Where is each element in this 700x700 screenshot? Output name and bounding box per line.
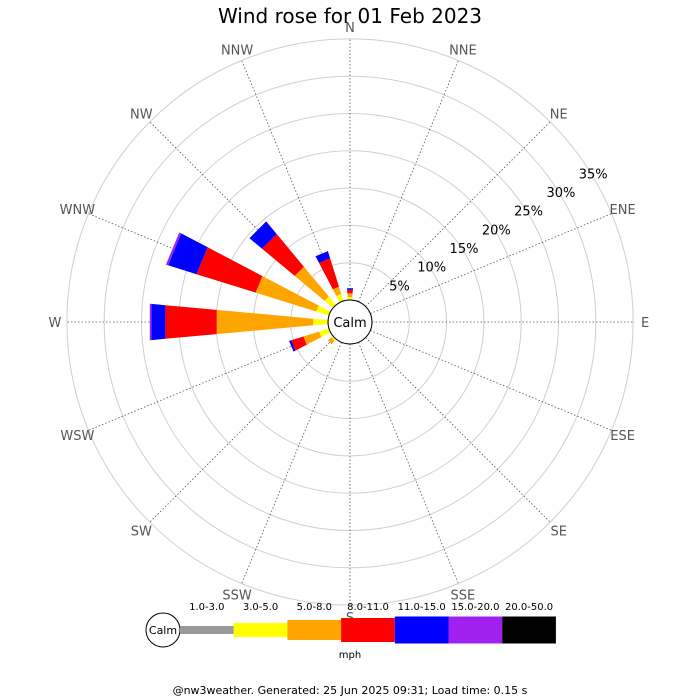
spoke-line bbox=[241, 60, 342, 302]
wedge-w-bin-5 bbox=[149, 303, 152, 341]
wedge-nnw-bin-3 bbox=[319, 258, 339, 290]
wedge-wsw-bin-4 bbox=[289, 340, 296, 352]
spoke-line bbox=[365, 337, 551, 523]
wind-wedges bbox=[149, 221, 354, 352]
footer-text: @nw3weather. Generated: 25 Jun 2025 09:3… bbox=[172, 684, 528, 697]
wedge-nw-bin-2 bbox=[294, 266, 329, 301]
legend-label-5: 15.0-20.0 bbox=[451, 602, 499, 613]
direction-label-wnw: WNW bbox=[60, 203, 96, 218]
legend-label-2: 5.0-8.0 bbox=[297, 602, 332, 613]
legend-swatch-2 bbox=[287, 620, 342, 640]
legend-swatch-6 bbox=[502, 616, 556, 644]
direction-label-sse: SSE bbox=[451, 589, 476, 604]
radial-tick-label: 10% bbox=[417, 261, 446, 276]
direction-label-w: W bbox=[48, 316, 61, 331]
spoke-line bbox=[370, 330, 612, 431]
spoke-line bbox=[358, 342, 459, 584]
calm-center: Calm bbox=[327, 299, 373, 345]
direction-label-nw: NW bbox=[130, 107, 153, 122]
grid-ring bbox=[66, 38, 634, 606]
calm-circle bbox=[327, 299, 373, 345]
wedge-w-bin-2 bbox=[216, 309, 314, 335]
wedge-nw-bin-4 bbox=[249, 221, 277, 249]
wedge-nnw-bin-1 bbox=[336, 293, 344, 303]
wedge-wsw-bin-3 bbox=[291, 336, 307, 351]
wedge-wnw-bin-1 bbox=[316, 305, 331, 316]
wedge-nw-bin-3 bbox=[262, 234, 304, 276]
direction-label-ene: ENE bbox=[610, 203, 636, 218]
calm-label: Calm bbox=[333, 316, 366, 331]
wedge-wsw-bin-2 bbox=[303, 331, 322, 345]
wedge-n-bin-2 bbox=[347, 293, 353, 298]
wedge-w-bin-1 bbox=[313, 318, 329, 326]
wedge-n-bin-4 bbox=[346, 288, 354, 290]
legend-unit: mph bbox=[339, 650, 361, 661]
wedge-wnw-bin-3 bbox=[196, 247, 263, 293]
radial-tick-label: 20% bbox=[482, 223, 511, 238]
speed-legend: Calm 1.0-3.0 3.0-5.0 5.0-8.0 8.0-11.0 11.0-15… bbox=[145, 602, 556, 661]
direction-label-sw: SW bbox=[131, 525, 152, 540]
legend-calm-label: Calm bbox=[149, 624, 177, 637]
legend-swatch-0 bbox=[180, 626, 234, 634]
direction-label-ne: NE bbox=[550, 107, 568, 122]
wedge-sw-bin-1 bbox=[331, 336, 336, 341]
direction-label-nnw: NNW bbox=[221, 43, 253, 58]
grid-ring bbox=[103, 75, 597, 569]
wedge-wsw-bin-1 bbox=[319, 328, 331, 338]
direction-label-ese: ESE bbox=[610, 429, 635, 444]
wedge-wnw-bin-5 bbox=[165, 232, 182, 266]
spoke-line bbox=[365, 121, 551, 307]
legend-label-6: 20.0-50.0 bbox=[505, 602, 553, 613]
legend-label-3: 8.0-11.0 bbox=[347, 602, 389, 613]
legend-swatch-5 bbox=[448, 616, 503, 644]
wedge-nnw-bin-4 bbox=[315, 251, 331, 263]
legend-swatch-1 bbox=[233, 623, 288, 637]
wedge-wnw-bin-2 bbox=[255, 276, 319, 312]
direction-label-ssw: SSW bbox=[222, 589, 252, 604]
wedge-wnw-bin-4 bbox=[168, 233, 208, 275]
legend-label-0: 1.0-3.0 bbox=[189, 602, 224, 613]
wedge-sw-bin-2 bbox=[327, 337, 335, 345]
wedge-nnw-bin-2 bbox=[332, 286, 342, 296]
legend-swatch-3 bbox=[341, 618, 395, 642]
direction-label-wsw: WSW bbox=[60, 429, 94, 444]
radial-tick-label: 25% bbox=[514, 205, 543, 220]
radial-tick-label: 15% bbox=[450, 242, 479, 257]
direction-label-n: N bbox=[345, 21, 355, 36]
direction-label-se: SE bbox=[550, 525, 566, 540]
radial-tick-label: 35% bbox=[579, 167, 608, 182]
chart-title: Wind rose for 01 Feb 2023 bbox=[217, 4, 483, 28]
spoke-line bbox=[370, 213, 612, 314]
polar-grid bbox=[66, 38, 634, 606]
spoke-line bbox=[241, 342, 342, 584]
axis-labels: NNNENEENEEESESESSESSSWSWWSWWWNWNWNNW5%10… bbox=[48, 21, 649, 626]
wedge-w-bin-3 bbox=[165, 305, 217, 339]
direction-label-e: E bbox=[641, 316, 649, 331]
wedge-nw-bin-1 bbox=[324, 296, 336, 308]
legend-label-4: 11.0-15.0 bbox=[398, 602, 446, 613]
direction-label-nne: NNE bbox=[449, 43, 477, 58]
radial-tick-label: 5% bbox=[389, 279, 410, 294]
wedge-w-bin-4 bbox=[151, 303, 166, 341]
spoke-line bbox=[149, 121, 335, 307]
legend-label-1: 3.0-5.0 bbox=[243, 602, 278, 613]
spoke-line bbox=[149, 337, 335, 523]
radial-tick-label: 30% bbox=[546, 186, 575, 201]
spoke-line bbox=[88, 330, 330, 431]
wedge-n-bin-1 bbox=[347, 297, 353, 301]
spoke-line bbox=[358, 60, 459, 302]
wedge-n-bin-3 bbox=[347, 289, 353, 294]
legend-swatch-4 bbox=[394, 616, 449, 644]
